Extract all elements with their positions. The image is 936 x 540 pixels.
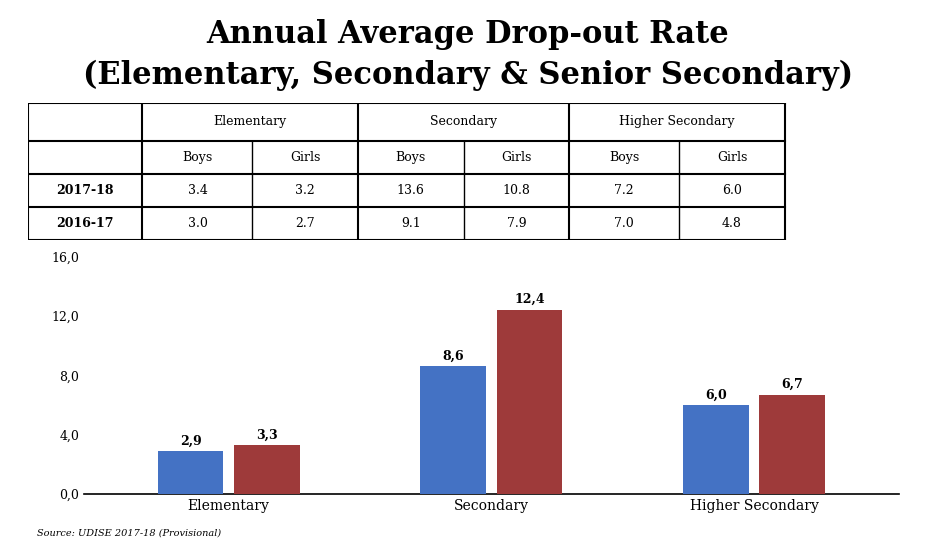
- Bar: [497, 310, 563, 494]
- Text: 7.2: 7.2: [614, 184, 634, 197]
- Text: Boys: Boys: [396, 151, 426, 164]
- Text: 4.8: 4.8: [722, 217, 742, 230]
- Text: 8,6: 8,6: [443, 350, 464, 363]
- Bar: [759, 395, 825, 494]
- Text: 6.0: 6.0: [722, 184, 742, 197]
- Point: [458, 138, 469, 144]
- Text: 2016-17: 2016-17: [56, 217, 114, 230]
- Text: 2.7: 2.7: [296, 217, 315, 230]
- Text: 6,7: 6,7: [782, 378, 803, 391]
- Text: 7.0: 7.0: [614, 217, 634, 230]
- Text: 2,9: 2,9: [180, 434, 201, 447]
- Bar: [234, 445, 300, 494]
- Legend: 2016-17, 2017-18: 2016-17, 2017-18: [397, 536, 586, 540]
- Text: Girls: Girls: [501, 151, 532, 164]
- Text: Girls: Girls: [290, 151, 320, 164]
- Text: Boys: Boys: [183, 151, 212, 164]
- Text: 3.0: 3.0: [187, 217, 208, 230]
- Text: 3,3: 3,3: [256, 428, 278, 441]
- Point: [247, 138, 258, 144]
- Text: 2017-18: 2017-18: [56, 184, 114, 197]
- Text: 12,4: 12,4: [514, 293, 545, 306]
- Point: [674, 138, 685, 144]
- Bar: [420, 366, 486, 494]
- Text: 6,0: 6,0: [705, 388, 727, 401]
- Text: 3.2: 3.2: [296, 184, 315, 197]
- Text: 10.8: 10.8: [503, 184, 531, 197]
- Text: Annual Average Drop-out Rate: Annual Average Drop-out Rate: [207, 18, 729, 50]
- Text: 9.1: 9.1: [401, 217, 420, 230]
- Text: 13.6: 13.6: [397, 184, 425, 197]
- Point: [674, 237, 685, 244]
- Text: 3.4: 3.4: [187, 184, 208, 197]
- Point: [247, 237, 258, 244]
- Text: Higher Secondary: Higher Secondary: [619, 116, 735, 129]
- Text: Secondary: Secondary: [430, 116, 497, 129]
- Text: Elementary: Elementary: [213, 116, 286, 129]
- Text: Girls: Girls: [717, 151, 747, 164]
- Text: 7.9: 7.9: [506, 217, 526, 230]
- Bar: [158, 451, 224, 494]
- Text: Boys: Boys: [609, 151, 639, 164]
- Bar: [683, 405, 749, 494]
- Text: Source: UDISE 2017-18 (Provisional): Source: UDISE 2017-18 (Provisional): [37, 528, 222, 537]
- Text: (Elementary, Secondary & Senior Secondary): (Elementary, Secondary & Senior Secondar…: [83, 60, 853, 91]
- Point: [458, 237, 469, 244]
